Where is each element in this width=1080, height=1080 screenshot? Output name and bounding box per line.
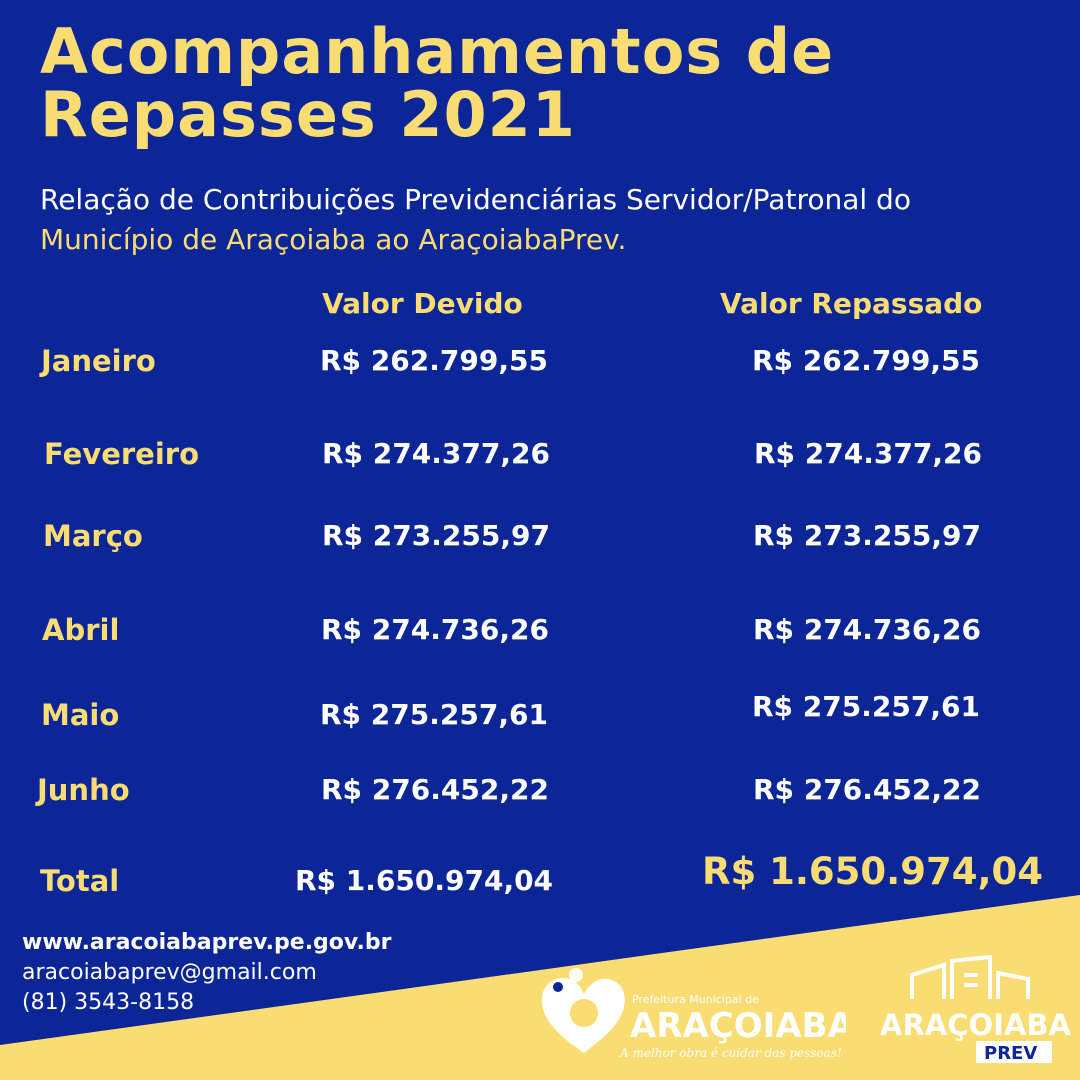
- column-header-valor-devido: Valor Devido: [322, 287, 523, 320]
- prev-badge: [976, 1041, 1052, 1063]
- row-label-marco: Março: [43, 519, 143, 553]
- title-line-1: Acompanhamentos de: [40, 15, 835, 88]
- cell-repassado-total: R$ 1.650.974,04: [702, 850, 1043, 893]
- cell-repassado-janeiro: R$ 262.799,55: [752, 344, 980, 377]
- subtitle-line-1: Relação de Contribuições Previdenciárias…: [40, 183, 911, 216]
- heart-person-icon: [541, 968, 625, 1053]
- prefeitura-name-text: ARAÇOIABA: [630, 1006, 846, 1046]
- phone-number: (81) 3543-8158: [22, 990, 195, 1015]
- website-link[interactable]: www.aracoiabaprev.pe.gov.br: [22, 930, 392, 955]
- cell-devido-marco: R$ 273.255,97: [322, 519, 550, 552]
- cell-devido-abril: R$ 274.736,26: [321, 613, 549, 646]
- cell-devido-junho: R$ 276.452,22: [321, 773, 549, 806]
- prefeitura-small-text: Prefeitura Municipal de: [632, 993, 759, 1006]
- row-label-abril: Abril: [42, 613, 120, 647]
- cell-repassado-fevereiro: R$ 274.377,26: [754, 437, 982, 470]
- cell-devido-total: R$ 1.650.974,04: [295, 864, 554, 897]
- cell-repassado-junho: R$ 276.452,22: [753, 773, 981, 806]
- cell-devido-fevereiro: R$ 274.377,26: [322, 437, 550, 470]
- row-label-maio: Maio: [41, 698, 120, 732]
- subtitle-line-2: Município de Araçoiaba ao AraçoiabaPrev.: [40, 223, 627, 256]
- cell-repassado-marco: R$ 273.255,97: [753, 519, 981, 552]
- prefeitura-aracoiaba-logo: Prefeitura Municipal de ARAÇOIABA A melh…: [541, 968, 846, 1060]
- row-label-total: Total: [40, 864, 120, 898]
- column-header-valor-repassado: Valor Repassado: [720, 287, 983, 320]
- page-title: Acompanhamentos de Repasses 2021: [40, 20, 834, 146]
- buildings-icon: [910, 955, 1030, 999]
- row-label-fevereiro: Fevereiro: [44, 437, 200, 471]
- email-link[interactable]: aracoiabaprev@gmail.com: [22, 960, 317, 985]
- subtitle: Relação de Contribuições Previdenciárias…: [40, 180, 1060, 260]
- cell-repassado-abril: R$ 274.736,26: [753, 613, 981, 646]
- cell-devido-janeiro: R$ 262.799,55: [320, 344, 548, 377]
- aracoiabaprev-logo: ARAÇOIABA PREV: [880, 955, 1071, 1064]
- prev-badge-text: PREV: [984, 1043, 1037, 1064]
- title-line-2: Repasses 2021: [40, 78, 576, 151]
- cell-devido-maio: R$ 275.257,61: [320, 698, 548, 731]
- row-label-janeiro: Janeiro: [41, 344, 156, 378]
- prev-name-text: ARAÇOIABA: [880, 1008, 1071, 1042]
- cell-repassado-maio: R$ 275.257,61: [752, 690, 980, 723]
- row-label-junho: Junho: [37, 773, 130, 807]
- prefeitura-slogan-text: A melhor obra é cuidar das pessoas!: [619, 1046, 842, 1060]
